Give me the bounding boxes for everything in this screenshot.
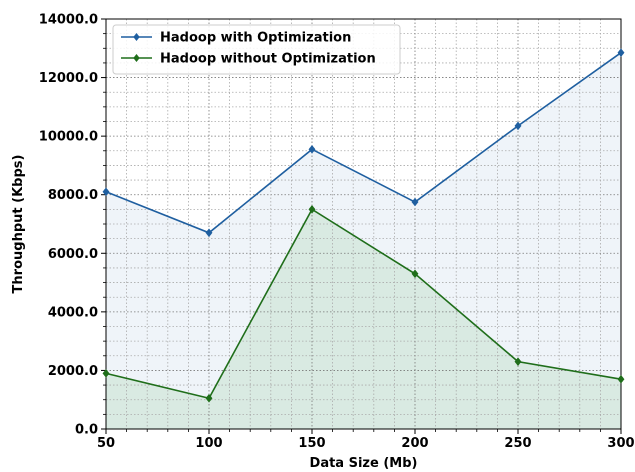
- y-axis-label: Throughput (Kbps): [11, 155, 26, 294]
- series-line-1: [105, 52, 622, 234]
- series-1-point: [411, 197, 419, 207]
- x-tick-label: 150: [298, 436, 325, 451]
- y-tick-label: 6000.0: [48, 247, 98, 262]
- x-tick-label: 100: [195, 436, 222, 451]
- series-2-point: [205, 393, 213, 403]
- series-1-point: [102, 187, 110, 197]
- y-tick-label: 14000.0: [39, 13, 98, 28]
- series-2-point: [617, 374, 625, 384]
- legend-label-1: Hadoop with Optimization: [160, 31, 351, 46]
- y-tick-label: 0.0: [75, 423, 98, 438]
- legend-swatch-marker-2: [133, 54, 140, 62]
- y-tick-label: 8000.0: [48, 188, 98, 203]
- series-1-point: [514, 121, 522, 131]
- series-1-point: [617, 48, 625, 58]
- ticks: 0.0 2000.0 4000.0 6000.0 8000.0 10000.0 12000.…: [39, 13, 635, 452]
- series-1-point: [205, 228, 213, 238]
- x-tick-label: 200: [401, 436, 428, 451]
- series-lines: [102, 48, 625, 403]
- legend-box: [112, 24, 401, 75]
- x-axis-label: Data Size (Mb): [310, 456, 418, 471]
- y-tick-label: 4000.0: [48, 305, 98, 320]
- y-tick-label: 10000.0: [39, 130, 98, 145]
- series-2-point: [514, 357, 522, 367]
- x-tick-label: 250: [504, 436, 531, 451]
- series-2-point: [308, 204, 316, 214]
- y-tick-label: 12000.0: [39, 71, 98, 86]
- series-1-point: [308, 144, 316, 154]
- y-tick-label: 2000.0: [48, 364, 98, 379]
- x-tick-label: 300: [607, 436, 634, 451]
- area-fill-2: [106, 209, 621, 429]
- legend-swatch-marker-1: [133, 33, 140, 41]
- legend-label-2: Hadoop without Optimization: [160, 52, 376, 67]
- series-2-point: [411, 269, 419, 279]
- series-line-2: [105, 208, 622, 400]
- series-2-point: [102, 368, 110, 378]
- x-tick-label: 50: [97, 436, 115, 451]
- legend: Hadoop with Optimization Hadoop without O…: [112, 24, 401, 75]
